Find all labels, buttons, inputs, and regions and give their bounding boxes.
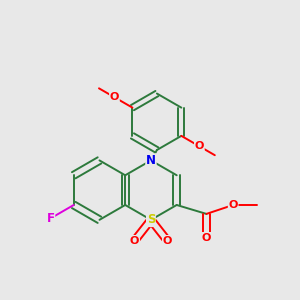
Text: O: O (195, 141, 204, 151)
Text: O: O (202, 233, 211, 243)
Text: N: N (146, 154, 156, 167)
Text: O: O (229, 200, 238, 210)
Text: O: O (163, 236, 172, 246)
Text: O: O (130, 236, 139, 246)
Text: F: F (46, 212, 55, 225)
Text: O: O (110, 92, 119, 102)
Text: S: S (147, 213, 155, 226)
